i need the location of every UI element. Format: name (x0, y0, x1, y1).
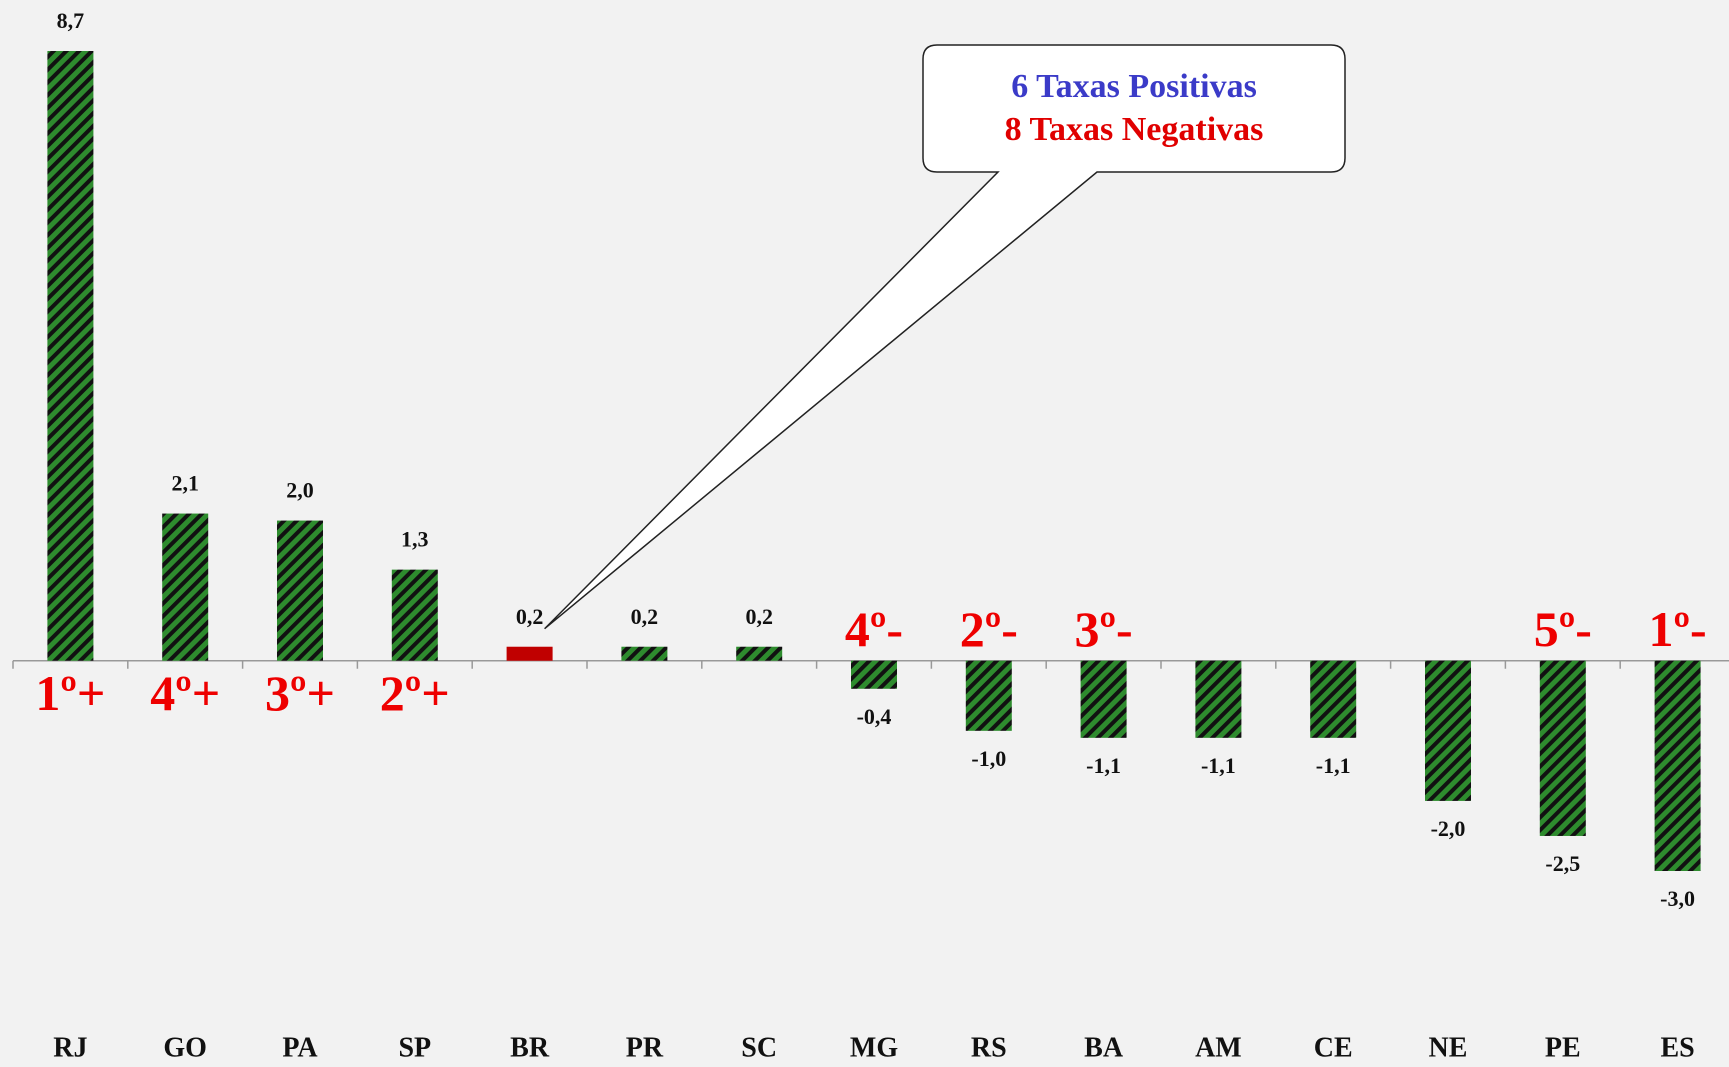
value-label: 0,2 (631, 604, 659, 629)
value-label: 0,2 (745, 604, 773, 629)
x-tick-label: PA (282, 1032, 318, 1063)
value-label: -1,0 (971, 746, 1006, 771)
rank-annotation: 2º- (960, 601, 1018, 657)
bar (1539, 660, 1586, 836)
x-tick-label: CE (1314, 1032, 1353, 1063)
bar (506, 646, 553, 661)
bar (1310, 660, 1357, 738)
callout-box (544, 44, 1346, 630)
x-tick-label: BR (510, 1032, 550, 1063)
rank-annotation: 3º+ (265, 665, 335, 721)
bar (736, 646, 783, 661)
callout-text: 6 Taxas Positivas (1011, 68, 1257, 105)
value-label: 0,2 (516, 604, 544, 629)
value-label: -2,0 (1431, 816, 1466, 841)
bar (965, 660, 1012, 731)
bar (1080, 660, 1127, 738)
rank-annotation: 3º- (1075, 601, 1133, 657)
callout-text: 8 Taxas Negativas (1005, 111, 1264, 148)
rank-annotation: 5º- (1534, 601, 1592, 657)
bar (391, 569, 438, 661)
bar (277, 520, 323, 661)
value-label: -1,1 (1201, 753, 1236, 778)
x-tick-label: RS (971, 1032, 1007, 1063)
value-label: -1,1 (1316, 753, 1351, 778)
rank-annotation: 1º+ (35, 665, 105, 721)
x-tick-label: SP (398, 1032, 431, 1063)
x-tick-label: GO (163, 1032, 207, 1063)
bar (851, 660, 897, 689)
value-label: 2,0 (286, 478, 314, 503)
x-tick-label: PE (1545, 1032, 1581, 1063)
x-tick-label: ES (1660, 1032, 1694, 1063)
value-label: -2,5 (1545, 851, 1580, 876)
rank-annotation: 1º- (1649, 601, 1707, 657)
bar (162, 513, 209, 661)
bar (47, 51, 94, 661)
value-label: 8,7 (57, 8, 85, 33)
x-tick-label: NE (1429, 1032, 1468, 1063)
bar (1195, 660, 1242, 738)
value-label: 2,1 (171, 471, 199, 496)
rank-annotation: 2º+ (380, 665, 450, 721)
bar (1425, 660, 1471, 801)
x-tick-label: BA (1084, 1032, 1124, 1063)
value-label: -1,1 (1086, 753, 1121, 778)
value-label: 1,3 (401, 527, 429, 552)
x-tick-label: MG (850, 1032, 898, 1063)
x-tick-label: RJ (53, 1032, 87, 1063)
value-label: -3,0 (1660, 886, 1695, 911)
x-tick-label: PR (626, 1032, 664, 1063)
value-label: -0,4 (857, 704, 892, 729)
rank-annotation: 4º+ (150, 665, 220, 721)
rank-annotation: 4º- (845, 601, 903, 657)
bar (621, 646, 668, 661)
x-tick-label: SC (741, 1032, 777, 1063)
x-tick-label: AM (1195, 1032, 1242, 1063)
bar (1654, 660, 1701, 871)
